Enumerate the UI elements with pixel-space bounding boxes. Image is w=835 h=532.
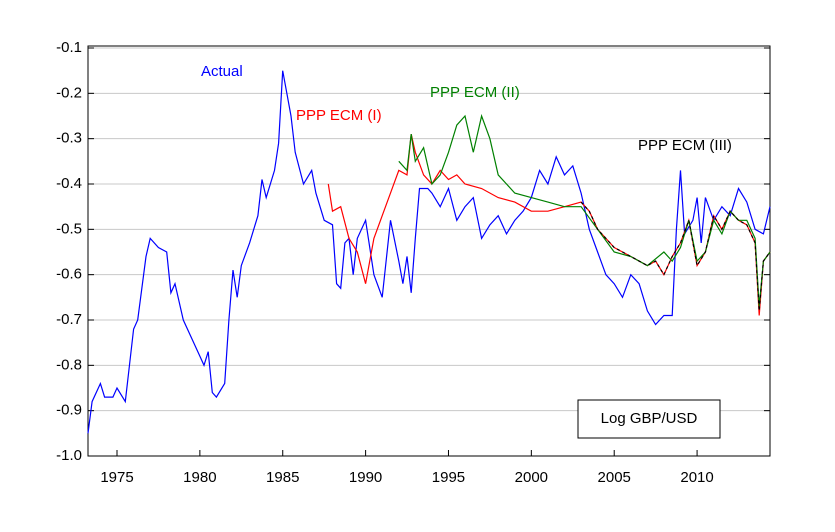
plot-frame	[87, 45, 771, 457]
y-tick-label: -0.3	[56, 130, 82, 147]
y-tick-label: -0.6	[56, 266, 82, 283]
y-tick-label: -0.9	[56, 402, 82, 419]
series-label: PPP ECM (I)	[296, 107, 382, 124]
y-tick-label: -0.1	[56, 39, 82, 56]
annotation-box	[577, 399, 721, 439]
x-tick-label: 1990	[349, 469, 382, 486]
y-tick-label: -0.4	[56, 175, 82, 192]
annotation: Log GBP/USD	[601, 410, 698, 427]
series-line	[398, 113, 771, 307]
series-line	[87, 70, 771, 434]
y-tick-label: -0.8	[56, 356, 82, 373]
x-tick-label: 1975	[100, 469, 133, 486]
series-line	[580, 201, 771, 311]
x-tick-label: 2010	[680, 469, 713, 486]
y-tick-label: -0.2	[56, 84, 82, 101]
series-label: PPP ECM (III)	[638, 137, 732, 154]
series-label: PPP ECM (II)	[430, 84, 520, 101]
y-tick-label: -0.5	[56, 220, 82, 237]
x-tick-label: 2005	[598, 469, 631, 486]
y-tick-label: -1.0	[56, 447, 82, 464]
y-tick-label: -0.7	[56, 311, 82, 328]
series-label: Actual	[201, 63, 243, 80]
x-tick-label: 1980	[183, 469, 216, 486]
x-tick-label: 1985	[266, 469, 299, 486]
x-tick-label: 2000	[515, 469, 548, 486]
x-tick-label: 1995	[432, 469, 465, 486]
